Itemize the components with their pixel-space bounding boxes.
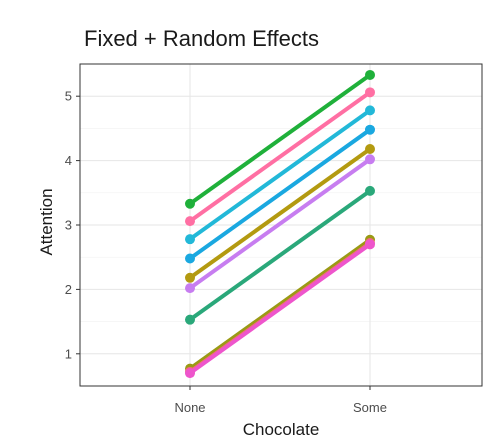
- grid: [80, 64, 482, 386]
- y-tick-label: 3: [65, 218, 72, 233]
- data-point: [365, 144, 375, 155]
- series-2: [185, 87, 375, 227]
- series-line: [188, 147, 372, 280]
- data-point: [185, 216, 195, 227]
- series-line: [188, 108, 372, 242]
- x-tick-label: Some: [353, 400, 387, 415]
- data-point: [185, 314, 195, 325]
- data-point: [365, 154, 375, 165]
- series-5: [185, 144, 375, 283]
- data-point: [185, 368, 195, 379]
- data-point: [365, 239, 375, 250]
- series-line: [188, 90, 372, 224]
- data-point: [185, 253, 195, 264]
- data-point: [185, 234, 195, 245]
- y-tick-label: 4: [65, 153, 72, 168]
- data-point: [365, 124, 375, 135]
- data-point: [185, 198, 195, 209]
- data-point: [185, 283, 195, 294]
- data-point: [365, 105, 375, 116]
- series-4: [185, 124, 375, 264]
- series-10: [185, 239, 375, 379]
- series-3: [185, 105, 375, 245]
- series-layer: [185, 69, 375, 379]
- x-axis-title: Chocolate: [242, 420, 320, 439]
- y-tick-label: 5: [65, 89, 72, 104]
- series-line: [188, 127, 372, 261]
- y-tick-label: 1: [65, 346, 72, 361]
- axis-layer: 1 2 3 4 5 None Some: [65, 89, 387, 415]
- chart-title: Fixed + Random Effects: [84, 26, 319, 51]
- series-line: [188, 72, 372, 206]
- series-line: [188, 237, 372, 371]
- series-6: [185, 154, 375, 294]
- series-7: [185, 185, 375, 325]
- data-point: [185, 272, 195, 283]
- data-point: [365, 87, 375, 98]
- series-line: [188, 188, 372, 322]
- data-point: [365, 185, 375, 196]
- data-point: [365, 69, 375, 80]
- x-tick-label: None: [174, 400, 205, 415]
- series-line: [188, 157, 372, 291]
- series-1: [185, 69, 375, 209]
- y-tick-label: 2: [65, 282, 72, 297]
- series-line: [188, 242, 372, 376]
